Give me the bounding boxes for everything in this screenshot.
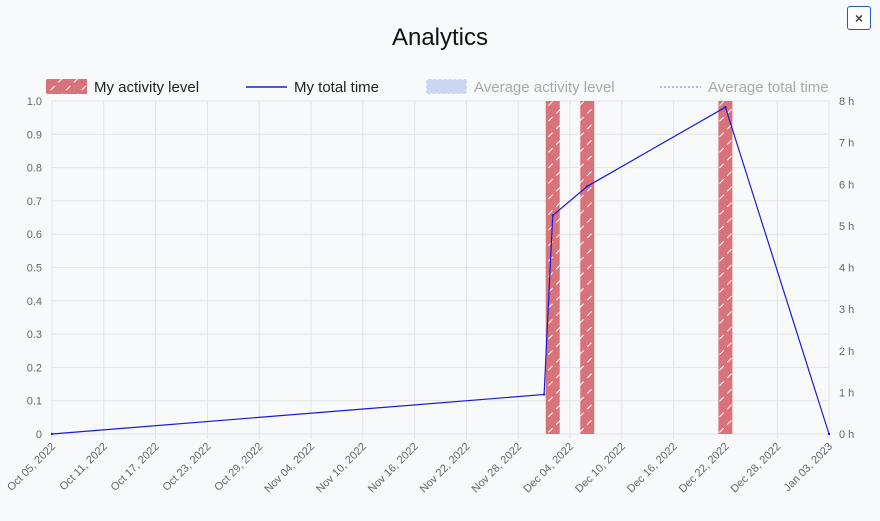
x-tick-label: Oct 17, 2022 [109, 441, 162, 494]
x-tick-label: Nov 28, 2022 [470, 441, 525, 496]
y-left-tick-label: 0.5 [27, 263, 42, 275]
x-tick-label: Oct 23, 2022 [160, 441, 213, 494]
total-time-point [586, 185, 589, 188]
x-tick-label: Nov 16, 2022 [366, 441, 421, 496]
chart-title: Analytics [391, 24, 489, 51]
y-right-tick-label: 6 h [839, 179, 854, 191]
total-time-point [50, 432, 54, 436]
total-time-line [51, 106, 830, 435]
y-left-tick-label: 0.1 [27, 396, 42, 408]
y-left-tick-label: 0 [36, 429, 42, 441]
x-tick-label: Nov 22, 2022 [418, 441, 473, 496]
x-tick-label: Dec 04, 2022 [521, 441, 576, 496]
legend-label: My activity level [94, 79, 199, 96]
x-tick-label: Jan 03, 2023 [782, 441, 835, 494]
x-tick-label: Dec 28, 2022 [729, 441, 784, 496]
x-tick-label: Dec 10, 2022 [573, 441, 628, 496]
x-tick-label: Nov 10, 2022 [314, 441, 369, 496]
y-right-tick-label: 4 h [839, 263, 854, 275]
activity-bar [580, 101, 595, 434]
y-right-tick-label: 5 h [839, 221, 854, 233]
legend-item[interactable]: Average activity level [425, 78, 615, 96]
y-right-tick-label: 7 h [839, 138, 854, 150]
close-icon: × [854, 10, 864, 26]
y-left-tick-label: 0.6 [27, 229, 42, 241]
x-tick-label: Nov 04, 2022 [262, 441, 317, 496]
x-tick-label: Oct 29, 2022 [212, 441, 265, 494]
legend-swatch-activity [46, 79, 87, 94]
legend-label: My total time [294, 79, 379, 96]
legend-item[interactable]: My activity level [46, 79, 199, 96]
x-tick-label: Oct 11, 2022 [57, 441, 109, 493]
x-tick-label: Dec 16, 2022 [625, 441, 680, 496]
y-left-tick-label: 0.4 [27, 296, 42, 308]
y-right-tick-label: 0 h [839, 429, 854, 441]
x-tick-label: Dec 22, 2022 [677, 441, 732, 496]
legend-swatch-average-activity [425, 78, 468, 95]
legend-label: Average total time [708, 79, 829, 96]
activity-bar [718, 101, 733, 434]
y-left-tick-label: 0.8 [27, 163, 42, 175]
y-right-tick-label: 2 h [839, 346, 854, 358]
total-time-point [551, 214, 554, 217]
x-tick-label: Oct 05, 2022 [5, 441, 58, 494]
y-right-tick-label: 1 h [839, 387, 854, 399]
legend-label: Average activity level [474, 79, 615, 96]
activity-bar [545, 101, 560, 434]
y-left-tick-label: 0.7 [27, 196, 42, 208]
y-right-tick-label: 8 h [839, 96, 854, 108]
y-left-tick-label: 0.2 [27, 362, 42, 374]
total-time-point [827, 432, 831, 436]
y-left-tick-label: 1.0 [27, 96, 42, 108]
y-right-tick-label: 3 h [839, 304, 854, 316]
y-left-tick-label: 0.3 [27, 329, 42, 341]
total-time-point [542, 393, 546, 396]
legend-item[interactable]: Average total time [660, 79, 829, 96]
legend-item[interactable]: My total time [246, 79, 379, 96]
total-time-point [724, 106, 727, 109]
close-button[interactable]: × [847, 6, 871, 30]
y-left-tick-label: 0.9 [27, 129, 42, 141]
